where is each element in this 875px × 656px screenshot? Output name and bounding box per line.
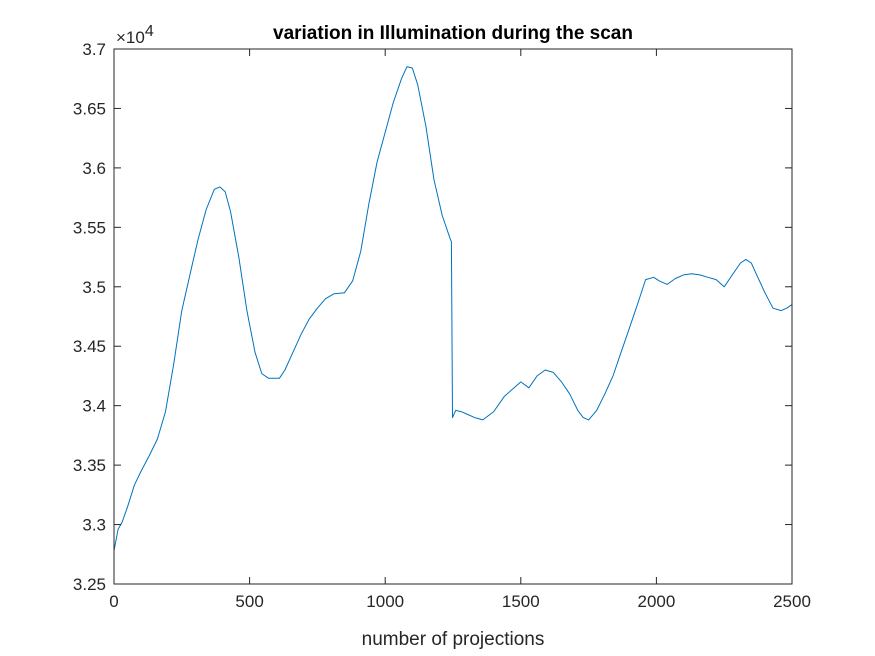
data-layer <box>113 66 793 551</box>
x-tick-label: 0 <box>109 592 118 611</box>
y-tick-label: 3.65 <box>73 99 106 118</box>
chart-title: variation in Illumination during the sca… <box>273 23 633 44</box>
y-tick-label: 3.7 <box>82 40 106 59</box>
series-line-0 <box>113 66 793 551</box>
y-exponent-base: ×10 <box>116 28 145 47</box>
x-tick-label: 2500 <box>773 592 811 611</box>
x-tick-label: 1000 <box>366 592 404 611</box>
y-tick-label: 3.45 <box>73 337 106 356</box>
x-tick-label: 2000 <box>637 592 675 611</box>
y-tick-label: 3.4 <box>82 397 106 416</box>
plot-area <box>114 49 792 584</box>
y-tick-label: 3.6 <box>82 159 106 178</box>
y-tick-label: 3.35 <box>73 456 106 475</box>
y-exponent-power: 4 <box>145 23 154 40</box>
y-tick-label: 3.25 <box>73 575 106 594</box>
x-tick-label: 500 <box>235 592 263 611</box>
x-tick-label: 1500 <box>502 592 540 611</box>
y-tick-label: 3.55 <box>73 218 106 237</box>
y-tick-label: 3.5 <box>82 278 106 297</box>
x-axis-label: number of projections <box>362 629 545 650</box>
tick-labels: 0 500 1000 1500 2000 2500 3.25 3.3 3.35 3.4 3.45 3.… <box>73 40 811 611</box>
axes-layer <box>113 48 793 585</box>
y-exponent-label: ×104 <box>116 23 154 47</box>
axes-box <box>113 48 793 585</box>
y-tick-label: 3.3 <box>82 516 106 535</box>
